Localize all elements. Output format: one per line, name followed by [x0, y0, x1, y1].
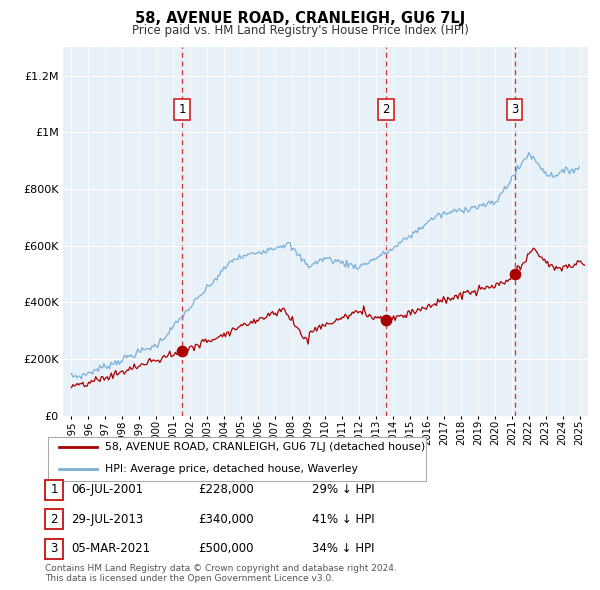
- Point: [178, 346, 187, 356]
- Text: 34% ↓ HPI: 34% ↓ HPI: [312, 542, 374, 555]
- Text: 3: 3: [511, 103, 518, 116]
- Text: £228,000: £228,000: [198, 483, 254, 496]
- Text: £500,000: £500,000: [198, 542, 254, 555]
- Text: 58, AVENUE ROAD, CRANLEIGH, GU6 7LJ (detached house): 58, AVENUE ROAD, CRANLEIGH, GU6 7LJ (det…: [104, 442, 425, 452]
- Text: 1: 1: [178, 103, 186, 116]
- Text: 41% ↓ HPI: 41% ↓ HPI: [312, 513, 374, 526]
- Text: 29% ↓ HPI: 29% ↓ HPI: [312, 483, 374, 496]
- Text: Contains HM Land Registry data © Crown copyright and database right 2024.
This d: Contains HM Land Registry data © Crown c…: [45, 563, 397, 583]
- Text: 29-JUL-2013: 29-JUL-2013: [71, 513, 143, 526]
- Text: 58, AVENUE ROAD, CRANLEIGH, GU6 7LJ: 58, AVENUE ROAD, CRANLEIGH, GU6 7LJ: [135, 11, 465, 25]
- Text: Price paid vs. HM Land Registry's House Price Index (HPI): Price paid vs. HM Land Registry's House …: [131, 24, 469, 37]
- Text: 2: 2: [50, 513, 58, 526]
- Text: 2: 2: [382, 103, 390, 116]
- Text: 3: 3: [50, 542, 58, 555]
- Text: 06-JUL-2001: 06-JUL-2001: [71, 483, 143, 496]
- Text: HPI: Average price, detached house, Waverley: HPI: Average price, detached house, Wave…: [104, 464, 358, 474]
- Text: £340,000: £340,000: [198, 513, 254, 526]
- Text: 1: 1: [50, 483, 58, 496]
- Point: [510, 270, 520, 279]
- Point: [381, 315, 391, 324]
- Text: 05-MAR-2021: 05-MAR-2021: [71, 542, 150, 555]
